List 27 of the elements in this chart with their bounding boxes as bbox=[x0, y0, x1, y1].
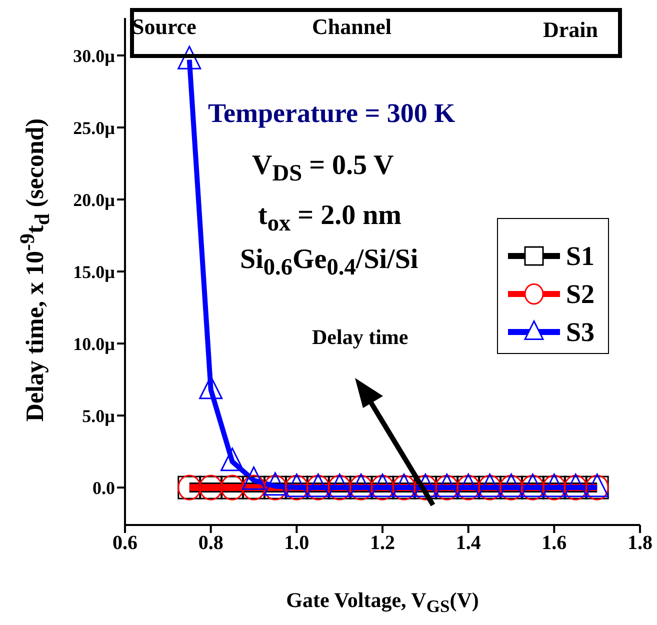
annotation: t$_{ox}$ = 2.0 nm bbox=[258, 200, 402, 238]
y-tick-label: 0.0 bbox=[92, 478, 115, 498]
x-tick-label: 1.6 bbox=[542, 532, 567, 554]
annotation: Source bbox=[132, 14, 196, 40]
annotation: Si$_{0.6}$Ge$_{0.4}$/Si/Si bbox=[240, 244, 418, 282]
annotation: Temperature = 300 K bbox=[208, 98, 456, 129]
y-tick-label: 15.0µ bbox=[73, 262, 116, 282]
y-tick-label: 20.0µ bbox=[73, 190, 116, 210]
legend-label: S1 bbox=[566, 240, 595, 272]
annotation: Channel bbox=[312, 14, 392, 40]
x-tick-label: 1.2 bbox=[370, 532, 395, 554]
y-tick-label: 30.0µ bbox=[73, 46, 116, 66]
point bbox=[178, 46, 202, 70]
x-axis-title: Gate Voltage, V$_{GS}$(V) bbox=[285, 588, 480, 618]
annotation: Drain bbox=[543, 17, 598, 43]
y-tick-label: 5.0µ bbox=[82, 406, 116, 426]
y-tick-label: 25.0µ bbox=[73, 118, 116, 138]
legend-label: S2 bbox=[566, 278, 595, 310]
x-tick-label: 1.4 bbox=[456, 532, 481, 554]
x-tick-label: 0.8 bbox=[198, 532, 224, 554]
legend-label: S3 bbox=[566, 316, 595, 348]
annotation: V$_{DS}$ = 0.5 V bbox=[252, 150, 394, 188]
y-tick-label: 10.0µ bbox=[73, 334, 116, 354]
x-tick-label: 0.6 bbox=[112, 532, 138, 554]
annotation: Delay time bbox=[312, 325, 408, 350]
x-tick-label: 1.8 bbox=[628, 532, 652, 554]
x-tick-label: 1.0 bbox=[284, 532, 310, 554]
